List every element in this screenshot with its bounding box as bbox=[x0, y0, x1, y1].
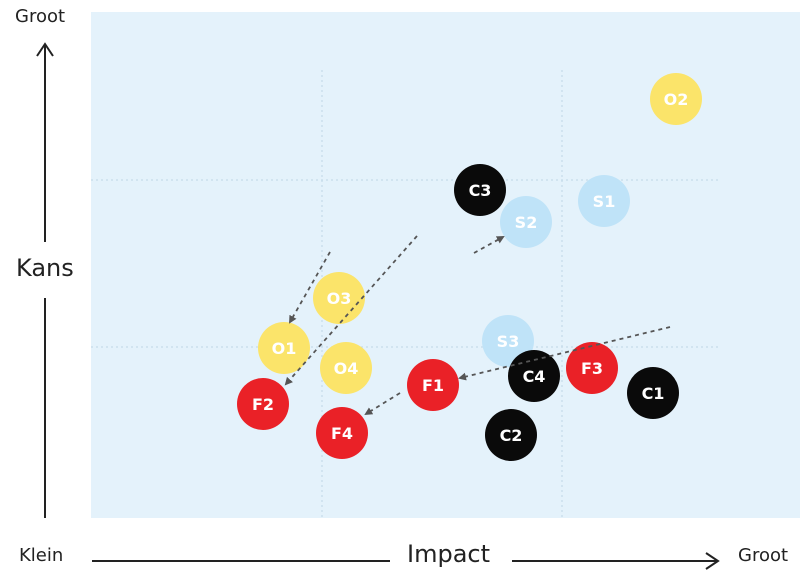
bubble-s2: S2 bbox=[500, 196, 552, 248]
bubble-label: C2 bbox=[500, 426, 523, 445]
bubble-f2: F2 bbox=[237, 378, 289, 430]
bubble-circle bbox=[454, 164, 506, 216]
movement-arrow-1 bbox=[289, 251, 331, 324]
bubble-o2: O2 bbox=[650, 73, 702, 125]
bubble-label: S2 bbox=[515, 213, 538, 232]
bubble-f1: F1 bbox=[407, 359, 459, 411]
bubble-circle bbox=[627, 367, 679, 419]
bubble-c1: C1 bbox=[627, 367, 679, 419]
y-axis-title: Kans bbox=[12, 254, 78, 282]
bubble-c4: C4 bbox=[508, 350, 560, 402]
bubble-o3: O3 bbox=[313, 272, 365, 324]
y-axis-top-label: Groot bbox=[15, 6, 66, 27]
bubble-label: C3 bbox=[469, 181, 492, 200]
bubble-circle bbox=[578, 175, 630, 227]
movement-arrow-2 bbox=[284, 235, 418, 386]
bubble-c3: C3 bbox=[454, 164, 506, 216]
bubble-f4: F4 bbox=[316, 407, 368, 459]
bubbles: O2 C3 S2 S1 O3 O1 O4 S3 F2 F1 C4 F3 C1 F4 C2 bbox=[237, 73, 702, 461]
bubble-label: S3 bbox=[497, 332, 520, 351]
bubble-circle bbox=[485, 409, 537, 461]
bubble-c2: C2 bbox=[485, 409, 537, 461]
bubble-circle bbox=[566, 342, 618, 394]
bubble-label: O3 bbox=[327, 289, 352, 308]
bubble-label: C4 bbox=[523, 367, 546, 386]
y-axis-arrowhead bbox=[36, 42, 54, 57]
movement-arrow-3 bbox=[473, 236, 505, 254]
x-axis-title: Impact bbox=[403, 540, 495, 568]
bubble-circle bbox=[313, 272, 365, 324]
bubble-circle bbox=[316, 407, 368, 459]
bubble-circle bbox=[407, 359, 459, 411]
bubble-label: F1 bbox=[422, 376, 444, 395]
bubble-circle bbox=[237, 378, 289, 430]
y-axis bbox=[36, 42, 54, 518]
bubble-label: F3 bbox=[581, 359, 603, 378]
bubble-circle bbox=[500, 196, 552, 248]
bubble-o4: O4 bbox=[320, 342, 372, 394]
x-axis-arrowhead bbox=[705, 552, 720, 570]
bubble-s1: S1 bbox=[578, 175, 630, 227]
bubble-label: F2 bbox=[252, 395, 274, 414]
bubble-label: F4 bbox=[331, 424, 353, 443]
bubble-o1: O1 bbox=[258, 322, 310, 374]
bubble-label: C1 bbox=[642, 384, 665, 403]
bubble-label: S1 bbox=[593, 192, 616, 211]
bubble-f3: F3 bbox=[566, 342, 618, 394]
bubble-circle bbox=[650, 73, 702, 125]
x-axis bbox=[92, 552, 720, 570]
bubble-label: O1 bbox=[272, 339, 297, 358]
x-axis-right-label: Groot bbox=[738, 545, 789, 566]
bubble-circle bbox=[320, 342, 372, 394]
bubble-label: O4 bbox=[334, 359, 359, 378]
bubble-circle bbox=[258, 322, 310, 374]
x-axis-left-label: Klein bbox=[19, 545, 64, 566]
movement-arrow-5 bbox=[364, 392, 401, 416]
movement-arrows bbox=[284, 235, 671, 416]
bubble-label: O2 bbox=[664, 90, 689, 109]
